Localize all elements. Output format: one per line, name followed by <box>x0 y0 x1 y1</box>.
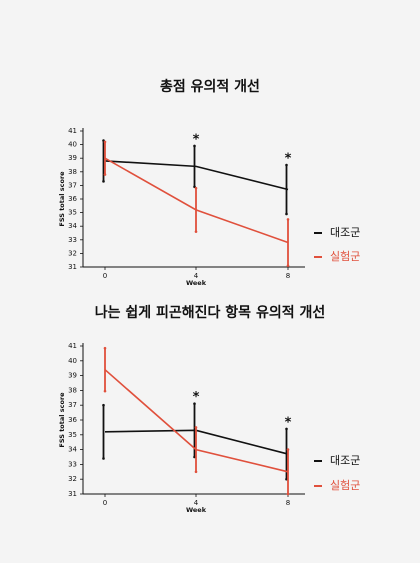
error-cap <box>286 492 290 496</box>
error-cap <box>285 163 288 167</box>
chart-title: 총점 유의적 개선 <box>160 78 260 95</box>
y-tick-label: 40 <box>68 357 77 365</box>
legend-label: 실험군 <box>330 250 360 263</box>
y-tick-label: 39 <box>68 372 77 380</box>
y-tick-label: 41 <box>68 342 77 350</box>
error-cap <box>103 173 107 176</box>
y-tick-label: 38 <box>68 386 77 394</box>
y-tick-label: 31 <box>68 490 77 498</box>
y-tick-label: 39 <box>68 154 77 162</box>
y-tick-label: 36 <box>68 195 77 203</box>
y-tick-label: 37 <box>68 181 77 189</box>
y-tick-label: 31 <box>68 263 77 271</box>
y-tick-label: 32 <box>68 475 77 483</box>
chart-title: 나는 쉽게 피곤해진다 항목 유의적 개선 <box>95 304 325 321</box>
legend-label: 대조군 <box>330 226 360 239</box>
y-tick-label: 35 <box>68 209 77 217</box>
y-axis-label: FSS total score <box>58 392 66 448</box>
series-line <box>104 369 289 473</box>
error-cap <box>194 426 198 429</box>
y-tick-label: 41 <box>68 127 77 135</box>
y-tick-label: 38 <box>68 168 77 176</box>
legend-label: 대조군 <box>330 454 360 467</box>
significance-mark: * <box>193 132 200 147</box>
y-tick-label: 33 <box>68 460 77 468</box>
significance-mark: * <box>193 390 200 405</box>
error-cap <box>286 448 290 451</box>
error-cap <box>286 264 290 267</box>
legend-label: 실험군 <box>330 479 360 492</box>
y-tick-label: 34 <box>68 222 77 230</box>
series-line <box>104 160 289 191</box>
y-tick-label: 40 <box>68 141 77 149</box>
y-tick-label: 32 <box>68 249 77 257</box>
error-cap <box>285 427 288 431</box>
error-cap <box>103 346 107 350</box>
error-cap <box>193 402 196 406</box>
series-line <box>104 157 289 244</box>
x-axis-label: Week <box>186 279 207 287</box>
error-cap <box>194 186 198 190</box>
error-cap <box>102 457 105 460</box>
y-tick-label: 37 <box>68 401 77 409</box>
error-cap <box>285 212 288 216</box>
error-cap <box>194 470 198 474</box>
significance-mark: * <box>285 415 292 430</box>
y-tick-label: 34 <box>68 446 77 454</box>
x-tick-label: 8 <box>286 272 290 280</box>
x-tick-label: 8 <box>286 499 290 507</box>
error-cap <box>103 389 107 393</box>
y-tick-label: 35 <box>68 431 77 439</box>
error-cap <box>102 403 105 407</box>
y-tick-label: 36 <box>68 416 77 424</box>
y-axis-label: FSS total score <box>58 171 66 227</box>
significance-mark: * <box>285 152 292 167</box>
x-tick-label: 0 <box>103 499 107 507</box>
error-cap <box>286 218 290 221</box>
error-cap <box>102 180 105 183</box>
x-tick-label: 4 <box>194 499 199 507</box>
x-tick-label: 4 <box>194 272 199 280</box>
error-cap <box>194 230 198 233</box>
x-axis-label: Week <box>186 506 207 514</box>
x-tick-label: 0 <box>103 272 107 280</box>
error-cap <box>103 140 107 144</box>
y-tick-label: 33 <box>68 236 77 244</box>
error-cap <box>193 144 196 148</box>
